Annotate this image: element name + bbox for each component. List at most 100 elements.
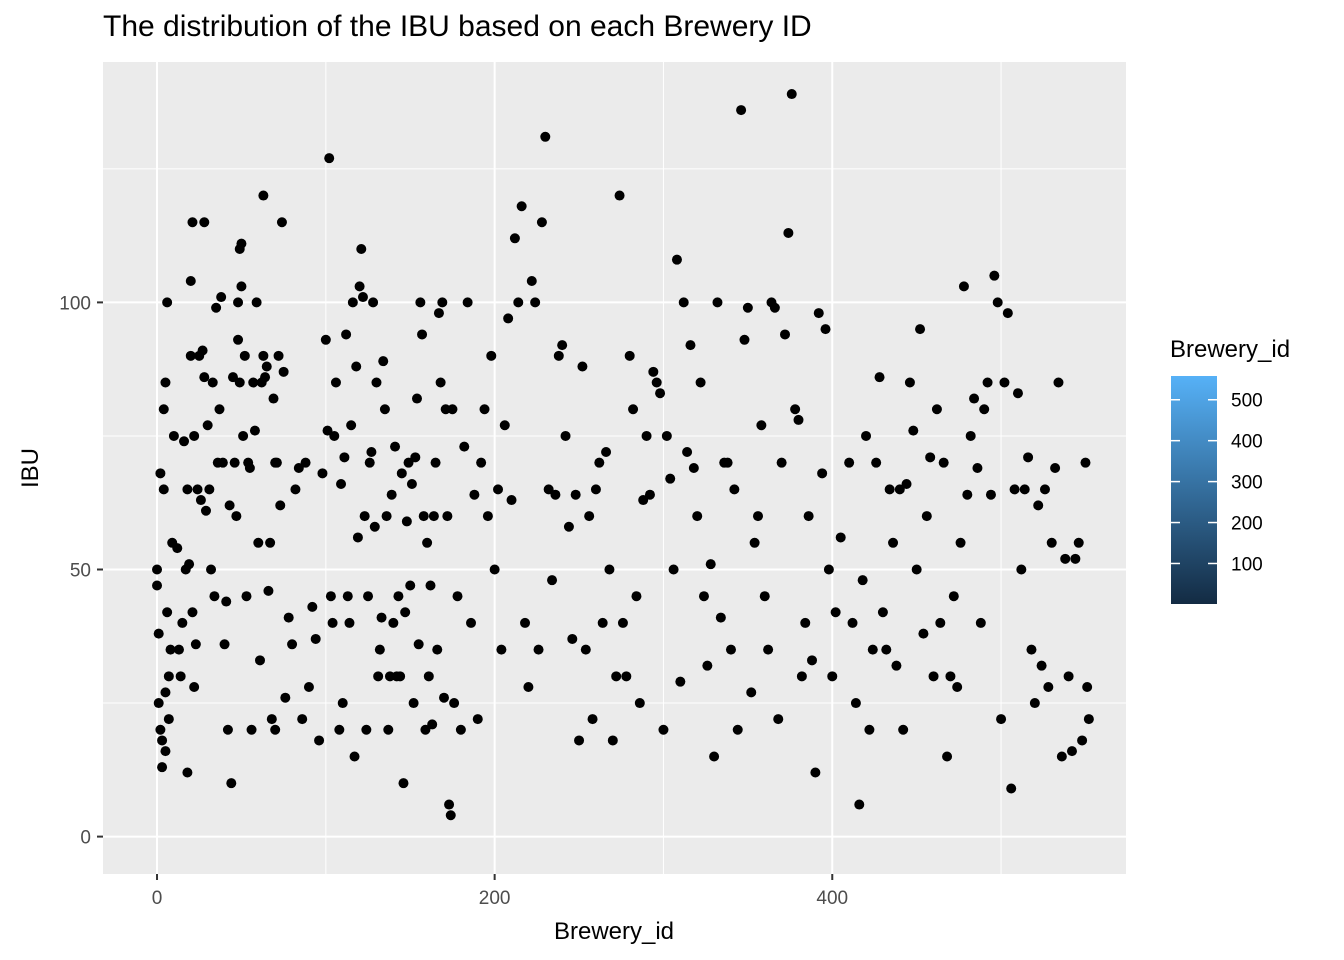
- data-point: [152, 580, 163, 591]
- data-point: [810, 767, 821, 778]
- data-point: [189, 682, 200, 693]
- data-point: [199, 217, 210, 228]
- data-point: [908, 425, 919, 436]
- data-point: [346, 420, 357, 431]
- data-point: [347, 297, 358, 308]
- data-point: [894, 484, 905, 495]
- data-point: [888, 537, 899, 548]
- data-point: [725, 644, 736, 655]
- data-point: [695, 377, 706, 388]
- data-point: [1060, 553, 1071, 564]
- data-point: [371, 377, 382, 388]
- data-point: [300, 457, 311, 468]
- data-point: [217, 457, 228, 468]
- data-point: [388, 617, 399, 628]
- data-point: [366, 446, 377, 457]
- data-point: [577, 361, 588, 372]
- data-point: [160, 377, 171, 388]
- data-point: [266, 714, 277, 725]
- data-point: [155, 724, 166, 735]
- data-point: [184, 559, 195, 570]
- data-point: [800, 617, 811, 628]
- data-point: [1036, 660, 1047, 671]
- data-point: [248, 377, 259, 388]
- data-point: [722, 457, 733, 468]
- data-point: [1026, 644, 1037, 655]
- data-point: [658, 724, 669, 735]
- data-point: [303, 682, 314, 693]
- data-point: [482, 511, 493, 522]
- data-point: [945, 671, 956, 682]
- data-point: [671, 254, 682, 265]
- legend: Brewery_id 100 200 300 400 500: [1170, 336, 1290, 604]
- data-point: [187, 217, 198, 228]
- data-point: [376, 612, 387, 623]
- data-point: [871, 457, 882, 468]
- data-point: [931, 404, 942, 415]
- x-tick-label: 400: [816, 888, 848, 909]
- data-point: [513, 297, 524, 308]
- data-point: [317, 468, 328, 479]
- data-point: [530, 297, 541, 308]
- data-point: [158, 484, 169, 495]
- data-point: [996, 714, 1007, 725]
- data-point: [373, 671, 384, 682]
- data-point: [379, 404, 390, 415]
- data-point: [509, 233, 520, 244]
- data-point: [273, 350, 284, 361]
- data-point: [236, 238, 247, 249]
- data-point: [925, 452, 936, 463]
- data-point: [547, 575, 558, 586]
- data-point: [405, 580, 416, 591]
- data-point: [891, 660, 902, 671]
- data-point: [611, 671, 622, 682]
- data-point: [444, 799, 455, 810]
- data-point: [163, 671, 174, 682]
- data-point: [238, 430, 249, 441]
- data-point: [634, 698, 645, 709]
- data-point: [246, 724, 257, 735]
- data-point: [369, 521, 380, 532]
- data-point: [227, 372, 238, 383]
- data-point: [813, 308, 824, 319]
- legend-tick-label: 500: [1231, 391, 1263, 412]
- data-point: [290, 484, 301, 495]
- data-point: [638, 495, 649, 506]
- data-point: [553, 350, 564, 361]
- data-point: [189, 430, 200, 441]
- data-point: [341, 329, 352, 340]
- data-point: [1023, 452, 1034, 463]
- data-point: [253, 537, 264, 548]
- data-point: [418, 511, 429, 522]
- data-point: [204, 484, 215, 495]
- data-point: [432, 644, 443, 655]
- data-point: [168, 430, 179, 441]
- data-point: [172, 543, 183, 554]
- data-point: [157, 762, 168, 773]
- data-point: [275, 500, 286, 511]
- data-point: [1077, 735, 1088, 746]
- data-point: [398, 778, 409, 789]
- data-point: [682, 446, 693, 457]
- data-point: [219, 639, 230, 650]
- data-point: [155, 468, 166, 479]
- legend-title: Brewery_id: [1170, 336, 1290, 363]
- data-point: [209, 591, 220, 602]
- data-point: [420, 724, 431, 735]
- data-point: [334, 724, 345, 735]
- data-point: [447, 404, 458, 415]
- data-point: [430, 457, 441, 468]
- data-point: [915, 324, 926, 335]
- data-point: [958, 281, 969, 292]
- data-point: [756, 420, 767, 431]
- data-point: [157, 735, 168, 746]
- data-point: [425, 580, 436, 591]
- data-point: [283, 612, 294, 623]
- data-point: [975, 617, 986, 628]
- data-point: [651, 377, 662, 388]
- data-point: [158, 404, 169, 415]
- data-point: [320, 334, 331, 345]
- data-point: [214, 404, 225, 415]
- data-point: [850, 698, 861, 709]
- data-point: [820, 324, 831, 335]
